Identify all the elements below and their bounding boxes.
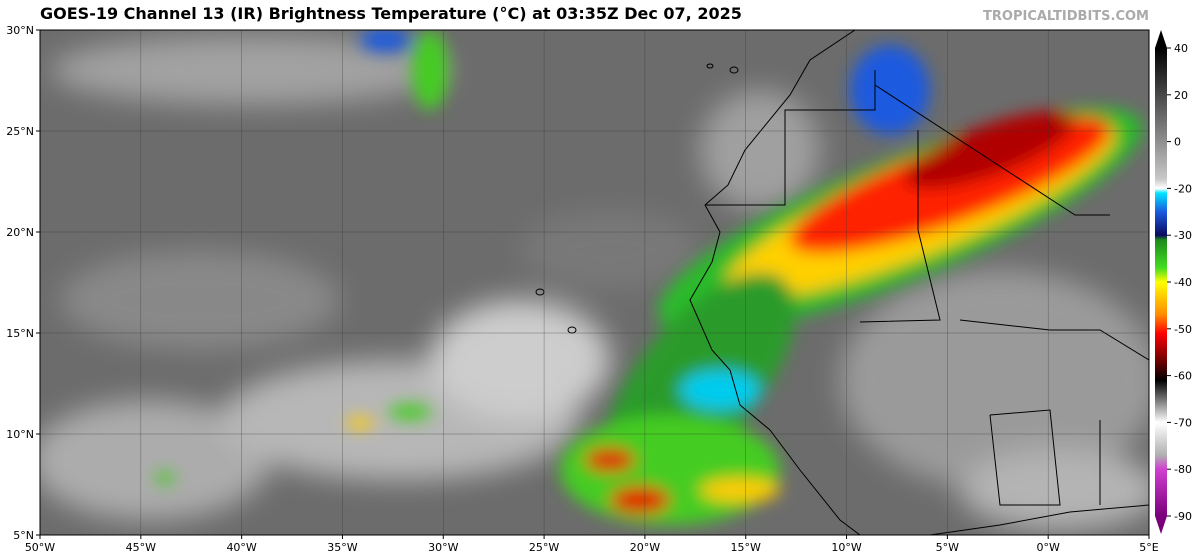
y-tick-label: 15°N <box>6 327 34 340</box>
imagery <box>40 30 1149 535</box>
y-tick-label: 30°N <box>6 24 34 37</box>
colorbar-tick-label: 20 <box>1174 89 1188 102</box>
colorbar-tick-label: -60 <box>1174 370 1192 383</box>
colorbar-tick-label: -90 <box>1174 510 1192 523</box>
x-tick-label: 5°W <box>936 541 959 554</box>
colorbar-tick-label: -30 <box>1174 229 1192 242</box>
map-title: GOES-19 Channel 13 (IR) Brightness Tempe… <box>40 4 742 23</box>
x-tick-label: 40°W <box>226 541 256 554</box>
x-tick-label: 20°W <box>630 541 660 554</box>
y-tick-label: 25°N <box>6 125 34 138</box>
x-tick-label: 15°W <box>731 541 761 554</box>
x-tick-label: 50°W <box>25 541 55 554</box>
y-tick-label: 10°N <box>6 428 34 441</box>
colorbar-tick-label: -50 <box>1174 323 1192 336</box>
x-tick-label: 5°E <box>1139 541 1158 554</box>
colorbar-tick-label: -20 <box>1174 182 1192 195</box>
y-tick-label: 20°N <box>6 226 34 239</box>
y-tick-label: 5°N <box>13 529 34 542</box>
x-tick-label: 45°W <box>126 541 156 554</box>
x-tick-label: 25°W <box>529 541 559 554</box>
colorbar-tick-label: 0 <box>1174 136 1181 149</box>
credit: TROPICALTIDBITS.COM <box>983 9 1149 24</box>
colorbar-tick-label: -70 <box>1174 416 1192 429</box>
colorbar <box>1155 30 1167 534</box>
x-tick-label: 10°W <box>831 541 861 554</box>
x-tick-label: 30°W <box>428 541 458 554</box>
map-frame <box>39 29 1150 536</box>
colorbar-tick-label: -40 <box>1174 276 1192 289</box>
colorbar-tick-label: -80 <box>1174 463 1192 476</box>
x-tick-label: 35°W <box>327 541 357 554</box>
x-tick-label: 0°W <box>1036 541 1059 554</box>
colorbar-tick-label: 40 <box>1174 42 1188 55</box>
